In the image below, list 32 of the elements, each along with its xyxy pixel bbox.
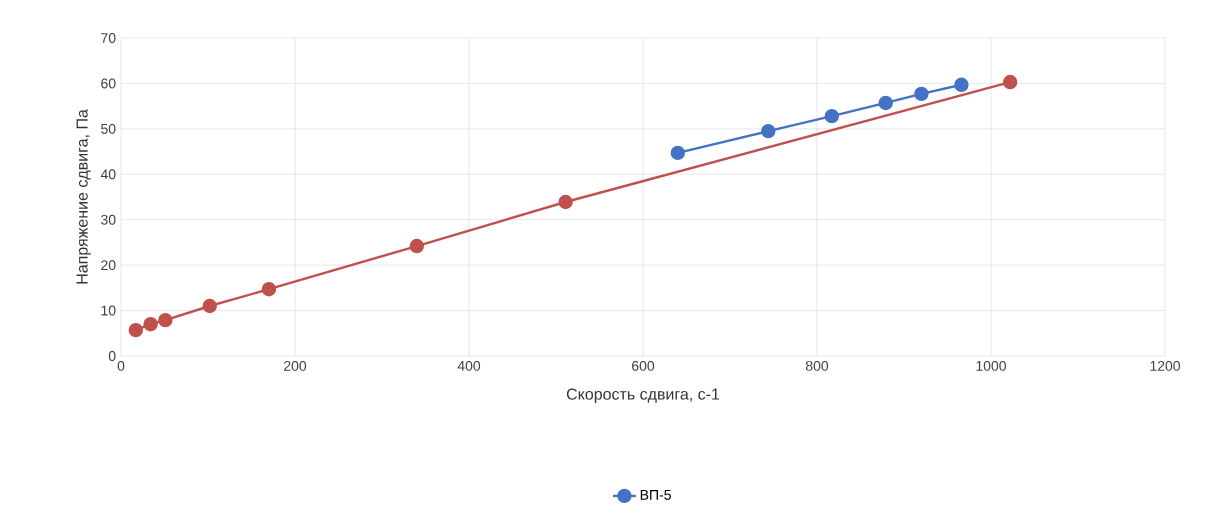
point bbox=[824, 108, 839, 124]
y-tick-label: 0 bbox=[108, 351, 116, 361]
x-tick-label: 1200 bbox=[1150, 360, 1181, 371]
point bbox=[954, 77, 969, 92]
point bbox=[143, 316, 158, 332]
point bbox=[261, 282, 277, 297]
x-axis-title: Скорость сдвига, с-1 bbox=[566, 388, 720, 403]
point bbox=[761, 123, 776, 139]
y-tick-label: 30 bbox=[101, 214, 116, 225]
y-tick-label: 10 bbox=[101, 305, 116, 316]
x-tick-label: 400 bbox=[457, 360, 481, 371]
point bbox=[558, 194, 573, 210]
point bbox=[409, 238, 425, 254]
legend-label: ВП-5 bbox=[640, 490, 671, 500]
point bbox=[878, 95, 893, 111]
point bbox=[1002, 74, 1018, 90]
x-tick-label: 0 bbox=[117, 360, 125, 371]
y-tick-label: 50 bbox=[101, 123, 116, 134]
y-tick-label: 60 bbox=[101, 78, 116, 89]
point bbox=[914, 86, 929, 102]
x-tick-label: 800 bbox=[805, 360, 829, 371]
x-tick-label: 200 bbox=[284, 360, 307, 371]
x-tick-label: 600 bbox=[632, 360, 655, 371]
y-tick-label: 20 bbox=[101, 260, 116, 271]
x-tick-label: 1000 bbox=[976, 360, 1007, 371]
point bbox=[158, 312, 173, 328]
y-axis-title: Напряжение сдвига, Па bbox=[76, 109, 91, 284]
y-tick-label: 40 bbox=[100, 169, 116, 180]
point bbox=[128, 322, 143, 338]
point bbox=[670, 145, 685, 161]
y-tick-label: 70 bbox=[101, 33, 116, 43]
point bbox=[202, 298, 217, 314]
